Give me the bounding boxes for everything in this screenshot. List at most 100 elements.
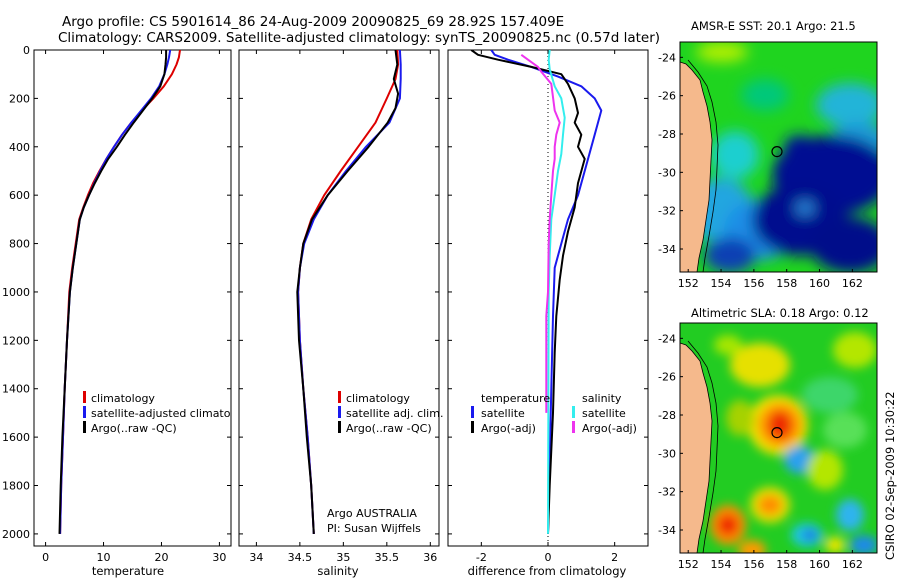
figure-title-line-1: Argo profile: CS 5901614_86 24-Aug-2009 … — [62, 14, 565, 30]
legend-swatch-climatology — [338, 391, 341, 403]
argo-program-label: Argo AUSTRALIA — [327, 507, 417, 520]
figure-title-line-2: Climatology: CARS2009. Satellite-adjuste… — [58, 30, 661, 46]
temperature-panel: 0 200 400 600 800 1000 1200 1400 1600 1800 2000 0 1… — [2, 44, 254, 578]
x-tick-label: 35 — [336, 551, 350, 564]
lat-tick-label: -26 — [658, 371, 676, 384]
salinity-panel: 34 34.5 35 35.5 36 salinity climatology sate… — [238, 49, 443, 578]
difference-x-axis: -2 0 2 — [448, 49, 648, 564]
lon-tick-label: 160 — [809, 558, 830, 571]
lon-tick-label: 154 — [711, 558, 732, 571]
lat-tick-label: -28 — [658, 409, 676, 422]
legend-swatch-argo — [83, 421, 86, 433]
sst-map-title: AMSR-E SST: 20.1 Argo: 21.5 — [691, 19, 856, 33]
legend-swatch-temp-argo — [471, 421, 474, 433]
x-tick-label: 10 — [97, 551, 111, 564]
temperature-plot-frame — [33, 49, 232, 547]
legend-label-argo: Argo(..raw -QC) — [346, 422, 432, 435]
legend-swatch-argo — [338, 421, 341, 433]
depth-tick-label: 1400 — [2, 383, 30, 396]
legend-label-argo: Argo(..raw -QC) — [91, 422, 177, 435]
sla-map-land — [680, 343, 712, 553]
depth-tick-label: 1000 — [2, 286, 30, 299]
depth-tick-label: 400 — [9, 141, 30, 154]
x-tick-label: 2 — [611, 551, 618, 564]
legend-label-satellite-adjusted: satellite-adjusted climatology — [91, 407, 254, 420]
lat-tick-label: -28 — [658, 128, 676, 141]
x-tick-label: 20 — [154, 551, 168, 564]
legend-label-climatology: climatology — [91, 392, 155, 405]
legend-label-climatology: climatology — [346, 392, 410, 405]
depth-tick-label: 2000 — [2, 528, 30, 541]
temperature-depth-axis: 0 200 400 600 800 1000 1200 1400 1600 1800 2000 — [2, 44, 231, 541]
temperature-x-axis: 0 10 20 30 — [42, 50, 226, 564]
sst-map-frame — [679, 41, 878, 273]
difference-x-label: difference from climatology — [468, 564, 627, 578]
argo-float-marker — [771, 146, 783, 158]
depth-tick-label: 200 — [9, 92, 30, 105]
sst-map-coastline — [680, 61, 713, 272]
difference-profile-lines — [470, 50, 603, 534]
depth-tick-label: 1200 — [2, 334, 30, 347]
lon-tick-label: 158 — [776, 277, 797, 290]
lat-tick-label: -26 — [658, 90, 676, 103]
series-line-argo-raw-qc- — [296, 50, 400, 534]
lon-tick-label: 152 — [678, 558, 699, 571]
principal-investigator-label: PI: Susan Wijffels — [327, 522, 421, 535]
lon-tick-label: 158 — [776, 558, 797, 571]
sst-map-field — [680, 42, 877, 272]
sla-map-axes: 152 154 156 158 160 162 -24 -26 -28 -30 -32 -34 — [658, 332, 863, 571]
legend-heading-temperature: temperature — [481, 392, 550, 405]
series-line-argo-raw-qc- — [58, 50, 168, 534]
x-tick-label: 34.5 — [288, 551, 313, 564]
lat-tick-label: -24 — [658, 332, 676, 345]
lon-tick-label: 156 — [743, 558, 764, 571]
legend-swatch-satellite-adj — [338, 406, 341, 418]
sla-map-field — [680, 323, 877, 553]
lat-tick-label: -30 — [658, 447, 676, 460]
lon-tick-label: 162 — [842, 558, 863, 571]
lon-tick-label: 162 — [842, 277, 863, 290]
sst-map-land — [680, 62, 712, 272]
temperature-legend: climatology satellite-adjusted climatolo… — [83, 391, 254, 435]
x-tick-label: 30 — [212, 551, 226, 564]
legend-heading-salinity: salinity — [582, 392, 622, 405]
depth-tick-label: 600 — [9, 189, 30, 202]
lat-tick-label: -34 — [658, 524, 676, 537]
sla-map-title: Altimetric SLA: 0.18 Argo: 0.12 — [691, 306, 869, 320]
sst-map-axes: 152 154 156 158 160 162 -24 -26 -28 -30 -32 -34 — [658, 51, 863, 290]
lon-tick-label: 156 — [743, 277, 764, 290]
lon-tick-label: 154 — [711, 277, 732, 290]
legend-label-satellite-adj: satellite adj. clim. — [346, 407, 443, 420]
argo-float-marker — [771, 427, 783, 439]
legend-swatch-temp-satellite — [471, 406, 474, 418]
sst-map-shelf-contour — [687, 59, 719, 272]
lon-tick-label: 152 — [678, 277, 699, 290]
salinity-profile-lines — [296, 50, 402, 534]
x-tick-label: 36 — [423, 551, 437, 564]
x-tick-label: 0 — [42, 551, 49, 564]
difference-legend: temperature satellite Argo(-adj) salinit… — [471, 392, 637, 435]
lat-tick-label: -24 — [658, 51, 676, 64]
lat-tick-label: -34 — [658, 243, 676, 256]
legend-swatch-climatology — [83, 391, 86, 403]
x-tick-label: 0 — [545, 551, 552, 564]
lon-tick-label: 160 — [809, 277, 830, 290]
lat-tick-label: -30 — [658, 166, 676, 179]
sla-map-frame — [679, 322, 878, 554]
x-tick-label: -2 — [476, 551, 487, 564]
legend-swatch-satellite-adjusted — [83, 406, 86, 418]
lat-tick-label: -32 — [658, 205, 676, 218]
sla-map-shelf-contour — [687, 340, 719, 553]
salinity-x-label: salinity — [317, 564, 358, 578]
temperature-x-label: temperature — [92, 564, 164, 578]
legend-label-temp-argo: Argo(-adj) — [481, 422, 536, 435]
salinity-legend: climatology satellite adj. clim. Argo(..… — [338, 391, 443, 435]
lat-tick-label: -32 — [658, 486, 676, 499]
series-line-salinity-argo-adj- — [520, 53, 561, 413]
series-line-temperature-argo-adj- — [470, 50, 586, 534]
series-line-salinity-satellite — [547, 50, 566, 534]
legend-swatch-sal-argo — [572, 421, 575, 433]
x-tick-label: 34 — [249, 551, 263, 564]
salinity-plot-frame — [238, 49, 440, 547]
depth-tick-label: 1600 — [2, 431, 30, 444]
